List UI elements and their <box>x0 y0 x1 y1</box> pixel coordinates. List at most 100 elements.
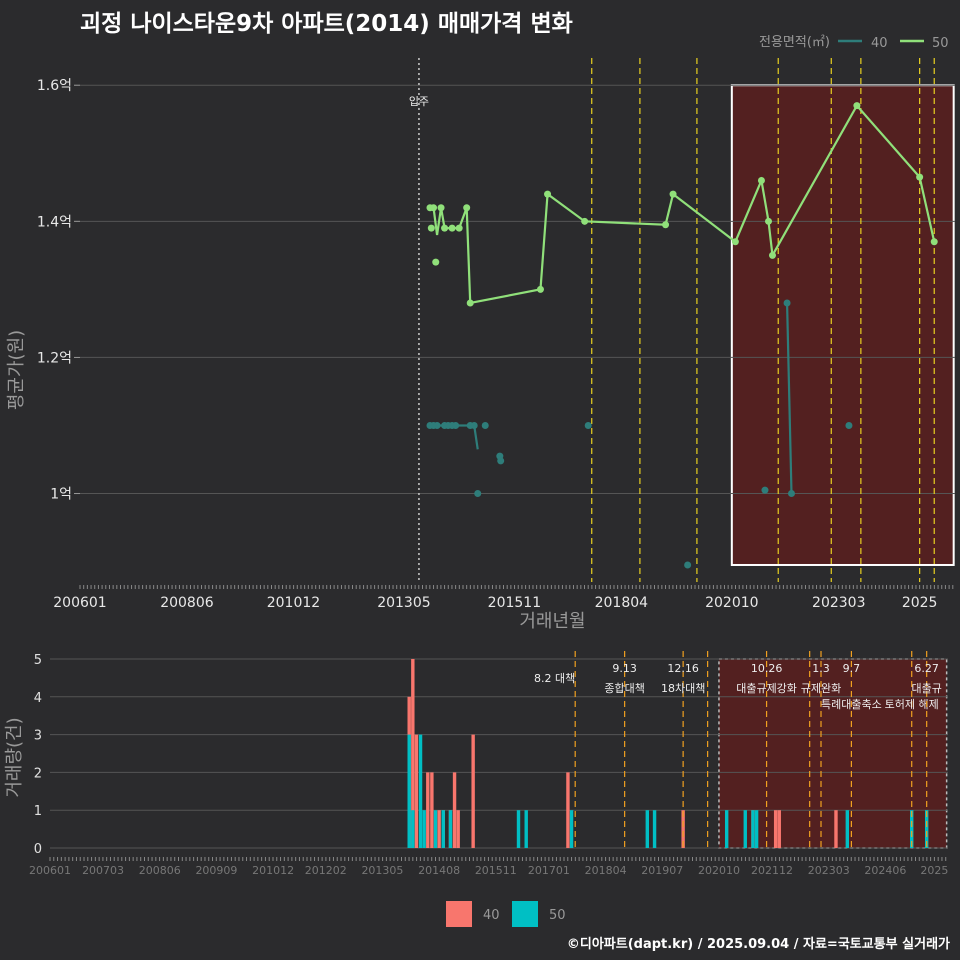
legend-label-40: 40 <box>871 36 888 51</box>
y-tick-label: 1.6억 <box>37 78 72 94</box>
data-point-40 <box>783 299 791 307</box>
x-tick-label: 201511 <box>488 595 541 611</box>
x-tick-label: 200909 <box>195 864 237 877</box>
policy-label-2: 규제완화 <box>801 682 841 695</box>
policy-label: 6.27 <box>914 662 939 675</box>
data-point-50 <box>916 173 924 181</box>
x-tick-label: 201804 <box>585 864 627 877</box>
data-point-50 <box>432 258 440 266</box>
data-point-50 <box>463 204 471 212</box>
volume-bar-50 <box>516 810 521 848</box>
y-tick-label: 1.2억 <box>37 350 72 366</box>
data-point-40 <box>845 421 853 429</box>
chart-title: 괴정 나이스타운9차 아파트(2014) 매매가격 변화 <box>80 11 573 37</box>
data-point-50 <box>466 299 474 307</box>
x-tick-label: 200806 <box>160 595 214 611</box>
y-tick-label: 2 <box>34 766 42 781</box>
volume-chart: 0 1 2 3 4 5 200601 200703 200806 200909 201012 2012… <box>4 651 948 877</box>
x-tick-label: 202112 <box>751 864 793 877</box>
data-point-50 <box>768 251 776 259</box>
price-chart: 1억 1.2억 1.4억 1.6억 200601 200806 201012 201305 20… <box>6 58 955 632</box>
data-point-50 <box>448 224 456 232</box>
volume-bar-40 <box>456 810 460 848</box>
x-tick-label: 202010 <box>705 595 758 611</box>
volume-bar-50 <box>448 810 453 848</box>
volume-bar-50 <box>743 810 747 848</box>
data-point-50 <box>536 285 544 293</box>
y-tick-label: 1.4억 <box>37 214 72 230</box>
y-tick-label: 0 <box>34 842 42 857</box>
x-tick-label: 200601 <box>29 864 71 877</box>
volume-bar-40 <box>773 810 778 848</box>
policy-label: 10.26 <box>751 662 783 675</box>
data-point-50 <box>662 221 670 229</box>
data-point-50 <box>437 204 445 212</box>
policy-label: 9.7 <box>843 662 861 675</box>
volume-bar-50 <box>645 810 650 848</box>
volume-bar-40 <box>437 810 441 848</box>
data-point-40 <box>474 490 482 498</box>
x-tick-label: 201408 <box>418 864 460 877</box>
legends: 전용면적(㎡) 40 50 40 50 <box>446 35 949 927</box>
volume-bar-50 <box>407 734 411 848</box>
data-point-40 <box>497 457 505 465</box>
y-axis-title: 평균가(원) <box>6 330 27 410</box>
x-tick-label: 201305 <box>377 595 430 611</box>
x-tick-label: 202303 <box>808 864 850 877</box>
x-tick-label: 2025 <box>920 864 948 877</box>
volume-bar-40 <box>471 734 475 848</box>
data-point-50 <box>441 224 449 232</box>
data-point-40 <box>433 421 441 429</box>
data-point-50 <box>853 102 861 110</box>
policy-label: 9.13 <box>612 662 637 675</box>
policy-label: 8.2 대책 <box>534 672 575 685</box>
data-point-50 <box>430 204 438 212</box>
data-point-50 <box>455 224 463 232</box>
data-point-40 <box>452 421 460 429</box>
x-tick-label: 202010 <box>698 864 740 877</box>
volume-bar-50 <box>754 810 759 848</box>
data-point-50 <box>765 217 773 225</box>
y-tick-label: 1억 <box>50 487 72 503</box>
volume-bar-50 <box>569 810 574 848</box>
y-axis-title-volume: 거래량(건) <box>4 717 25 797</box>
y-tick-label: 5 <box>34 653 42 668</box>
volume-bar-50 <box>524 810 528 848</box>
volume-bar-40 <box>681 810 685 848</box>
volume-bar-50 <box>924 810 929 848</box>
x-tick-label: 201907 <box>641 864 683 877</box>
x-tick-label: 200703 <box>82 864 124 877</box>
legend-title: 전용면적(㎡) <box>759 35 830 50</box>
x-tick-label: 201012 <box>252 864 294 877</box>
volume-bar-40 <box>411 659 415 848</box>
data-point-40 <box>470 421 478 429</box>
policy-label-2: 종합대책 <box>604 682 644 695</box>
volume-bar-50 <box>751 810 755 848</box>
volume-bar-50 <box>433 810 438 848</box>
series-line-40 <box>430 424 479 450</box>
volume-bar-50 <box>441 810 445 848</box>
legend-label-bar-50: 50 <box>549 908 566 923</box>
y-tick-label: 1 <box>34 804 42 819</box>
policy-label-2: 대출규제강화 <box>736 682 797 695</box>
volume-bar-50 <box>411 810 415 848</box>
data-point-40 <box>584 421 592 429</box>
volume-bar-40 <box>426 772 430 848</box>
volume-bar-40 <box>834 810 838 848</box>
policy-label: 12.16 <box>667 662 699 675</box>
data-point-50 <box>544 190 552 198</box>
volume-bar-40 <box>414 734 419 848</box>
legend-label-50: 50 <box>932 36 949 51</box>
x-tick-label: 201701 <box>528 864 570 877</box>
volume-bar-50 <box>422 810 426 848</box>
policy-label-2: 대출규 <box>911 682 941 695</box>
y-tick-label: 4 <box>34 691 42 706</box>
volume-bar-50 <box>418 734 423 848</box>
data-point-40 <box>787 490 795 498</box>
data-point-50 <box>930 238 938 246</box>
data-point-50 <box>757 176 765 184</box>
volume-bar-50 <box>910 810 914 848</box>
highlight-region <box>730 84 955 566</box>
volume-bar-40 <box>566 772 570 848</box>
